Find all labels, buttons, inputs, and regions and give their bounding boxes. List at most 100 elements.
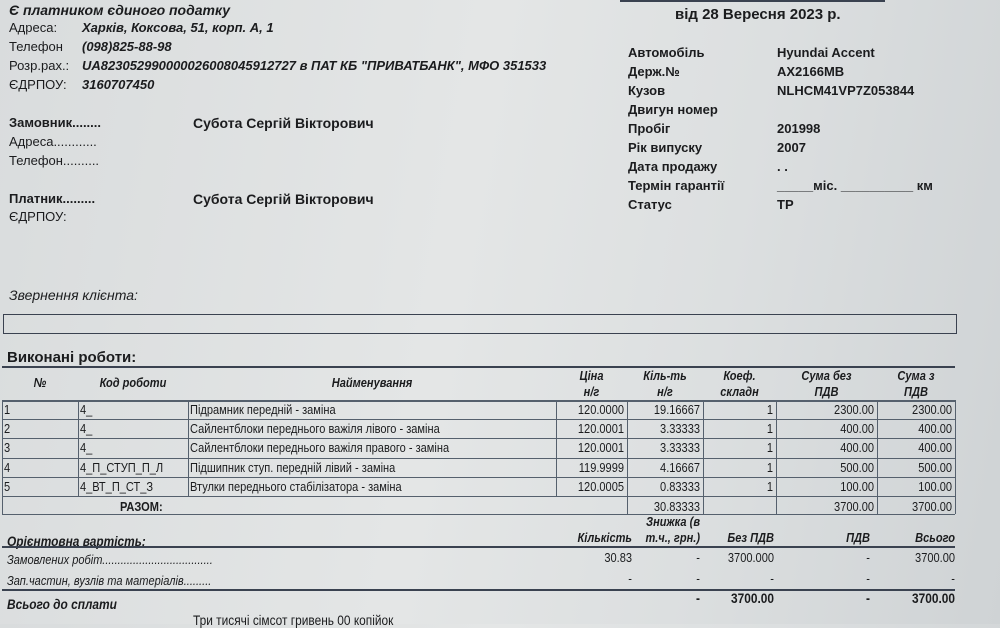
col-coef: Коеф. складн [720, 368, 759, 399]
table-cell: 1 [766, 440, 773, 455]
table-cell: 1 [766, 421, 773, 436]
row-rule [2, 438, 955, 439]
column-rule [703, 400, 704, 514]
company-label: Телефон [9, 39, 63, 54]
grand-total-value: 3700.00 [911, 590, 955, 606]
customer-name: Субота Сергій Вікторович [193, 115, 374, 131]
summary-col-header: Всього [915, 530, 955, 545]
customer-phone-label: Телефон.......... [9, 153, 100, 168]
summary-value: - [696, 571, 700, 586]
grand-total-label: Всього до сплати [7, 596, 117, 612]
row-rule [2, 458, 955, 459]
table-cell: 500.00 [840, 460, 874, 475]
col-price: Ціна н/г [579, 368, 604, 399]
table-cell: 120.0001 [577, 421, 624, 436]
summary-value: - [866, 571, 870, 586]
column-rule [877, 400, 878, 514]
table-cell: 1 [766, 479, 773, 494]
row-rule [2, 514, 955, 515]
column-rule [776, 400, 777, 514]
vehicle-label: Кузов [628, 83, 666, 98]
summary-rule [2, 546, 955, 548]
amount-in-words: Три тисячі сімсот гривень 00 копійок [193, 612, 394, 628]
summary-row-label: Замовлених робіт........................… [7, 552, 213, 567]
vehicle-label: Термін гарантії [628, 178, 725, 193]
col-qty: Кіль-ть н/г [643, 368, 687, 399]
header-rule [2, 400, 955, 402]
table-cell: 400.00 [840, 440, 874, 455]
table-cell: 500.00 [918, 460, 952, 475]
table-cell: 1 [4, 402, 11, 417]
payer-edrpou-label: ЄДРПОУ: [9, 209, 67, 224]
row-rule [2, 419, 955, 420]
table-cell: 400.00 [918, 421, 952, 436]
column-rule [955, 400, 956, 514]
summary-title: Орієнтовна вартість: [7, 533, 146, 549]
payer-label: Платник......... [9, 191, 96, 206]
company-value: Харків, Коксова, 51, корп. А, 1 [82, 20, 274, 35]
works-top-rule [2, 366, 955, 368]
grand-total-value: 3700.00 [730, 590, 774, 606]
table-cell: 100.00 [840, 479, 874, 494]
table-cell: 3 [4, 440, 11, 455]
total-sum: 3700.00 [834, 499, 874, 514]
summary-col-header: Кількість [577, 530, 632, 545]
vehicle-label: Дата продажу [628, 159, 718, 174]
summary-col-header: ПДВ [846, 530, 870, 545]
row-rule [2, 496, 955, 497]
vehicle-value: . . [777, 159, 788, 174]
company-label: ЄДРПОУ: [9, 77, 67, 92]
table-cell: 4 [4, 460, 11, 475]
table-cell: 3.33333 [660, 421, 700, 436]
summary-value: - [951, 571, 955, 586]
vehicle-label: Держ.№ [628, 64, 680, 79]
company-value: UA823052990000026008045912727 в ПАТ КБ "… [82, 58, 547, 73]
table-cell: Підрамник передній - заміна [190, 402, 336, 417]
table-cell: 120.0000 [577, 402, 624, 417]
company-label: Адреса: [9, 20, 58, 35]
grand-total-value: - [696, 590, 700, 606]
table-cell: 4_ВТ_П_СТ_З [80, 479, 154, 494]
table-cell: 2300.00 [834, 402, 874, 417]
col-code: Код роботи [99, 375, 167, 390]
table-cell: 120.0005 [577, 479, 624, 494]
total-sum-vat: 3700.00 [912, 499, 952, 514]
vehicle-label: Двигун номер [628, 102, 718, 117]
col-sum-vat: Сума з ПДВ [897, 368, 935, 399]
table-cell: 0.83333 [660, 479, 700, 494]
vehicle-value: _____міс. __________ км [777, 178, 933, 193]
column-rule [188, 400, 189, 496]
grand-total-value: - [866, 590, 870, 606]
request-field [3, 314, 957, 334]
table-cell: 1 [766, 402, 773, 417]
table-cell: 2300.00 [912, 402, 952, 417]
customer-label: Замовник........ [9, 115, 101, 130]
table-cell: 4_ [80, 402, 93, 417]
table-cell: 5 [4, 479, 11, 494]
summary-total-rule [2, 589, 955, 591]
table-cell: 19.16667 [653, 402, 700, 417]
summary-value: - [696, 550, 700, 565]
summary-value: 3700.00 [915, 550, 955, 565]
document-date: від 28 Вересня 2023 р. [675, 6, 841, 23]
total-qty: 30.83333 [653, 499, 700, 514]
works-title: Виконані роботи: [7, 349, 137, 366]
column-rule [556, 400, 557, 496]
col-number: № [33, 375, 47, 390]
vehicle-value: 201998 [777, 121, 821, 136]
row-rule [2, 400, 955, 401]
vehicle-value: Hyundai Accent [777, 45, 875, 60]
table-cell: 3.33333 [660, 440, 700, 455]
table-cell: 120.0001 [577, 440, 624, 455]
table-cell: 2 [4, 421, 11, 436]
table-cell: 400.00 [840, 421, 874, 436]
table-cell: Підшипник ступ. передній лівий - заміна [190, 460, 396, 475]
vehicle-label: Автомобіль [628, 45, 705, 60]
table-cell: 119.9999 [578, 460, 624, 475]
table-cell: 100.00 [918, 479, 952, 494]
summary-value: 3700.000 [727, 550, 774, 565]
company-value: (098)825-88-98 [82, 39, 172, 54]
table-cell: 1 [766, 460, 773, 475]
payer-name: Субота Сергій Вікторович [193, 191, 374, 207]
summary-value: - [770, 571, 774, 586]
